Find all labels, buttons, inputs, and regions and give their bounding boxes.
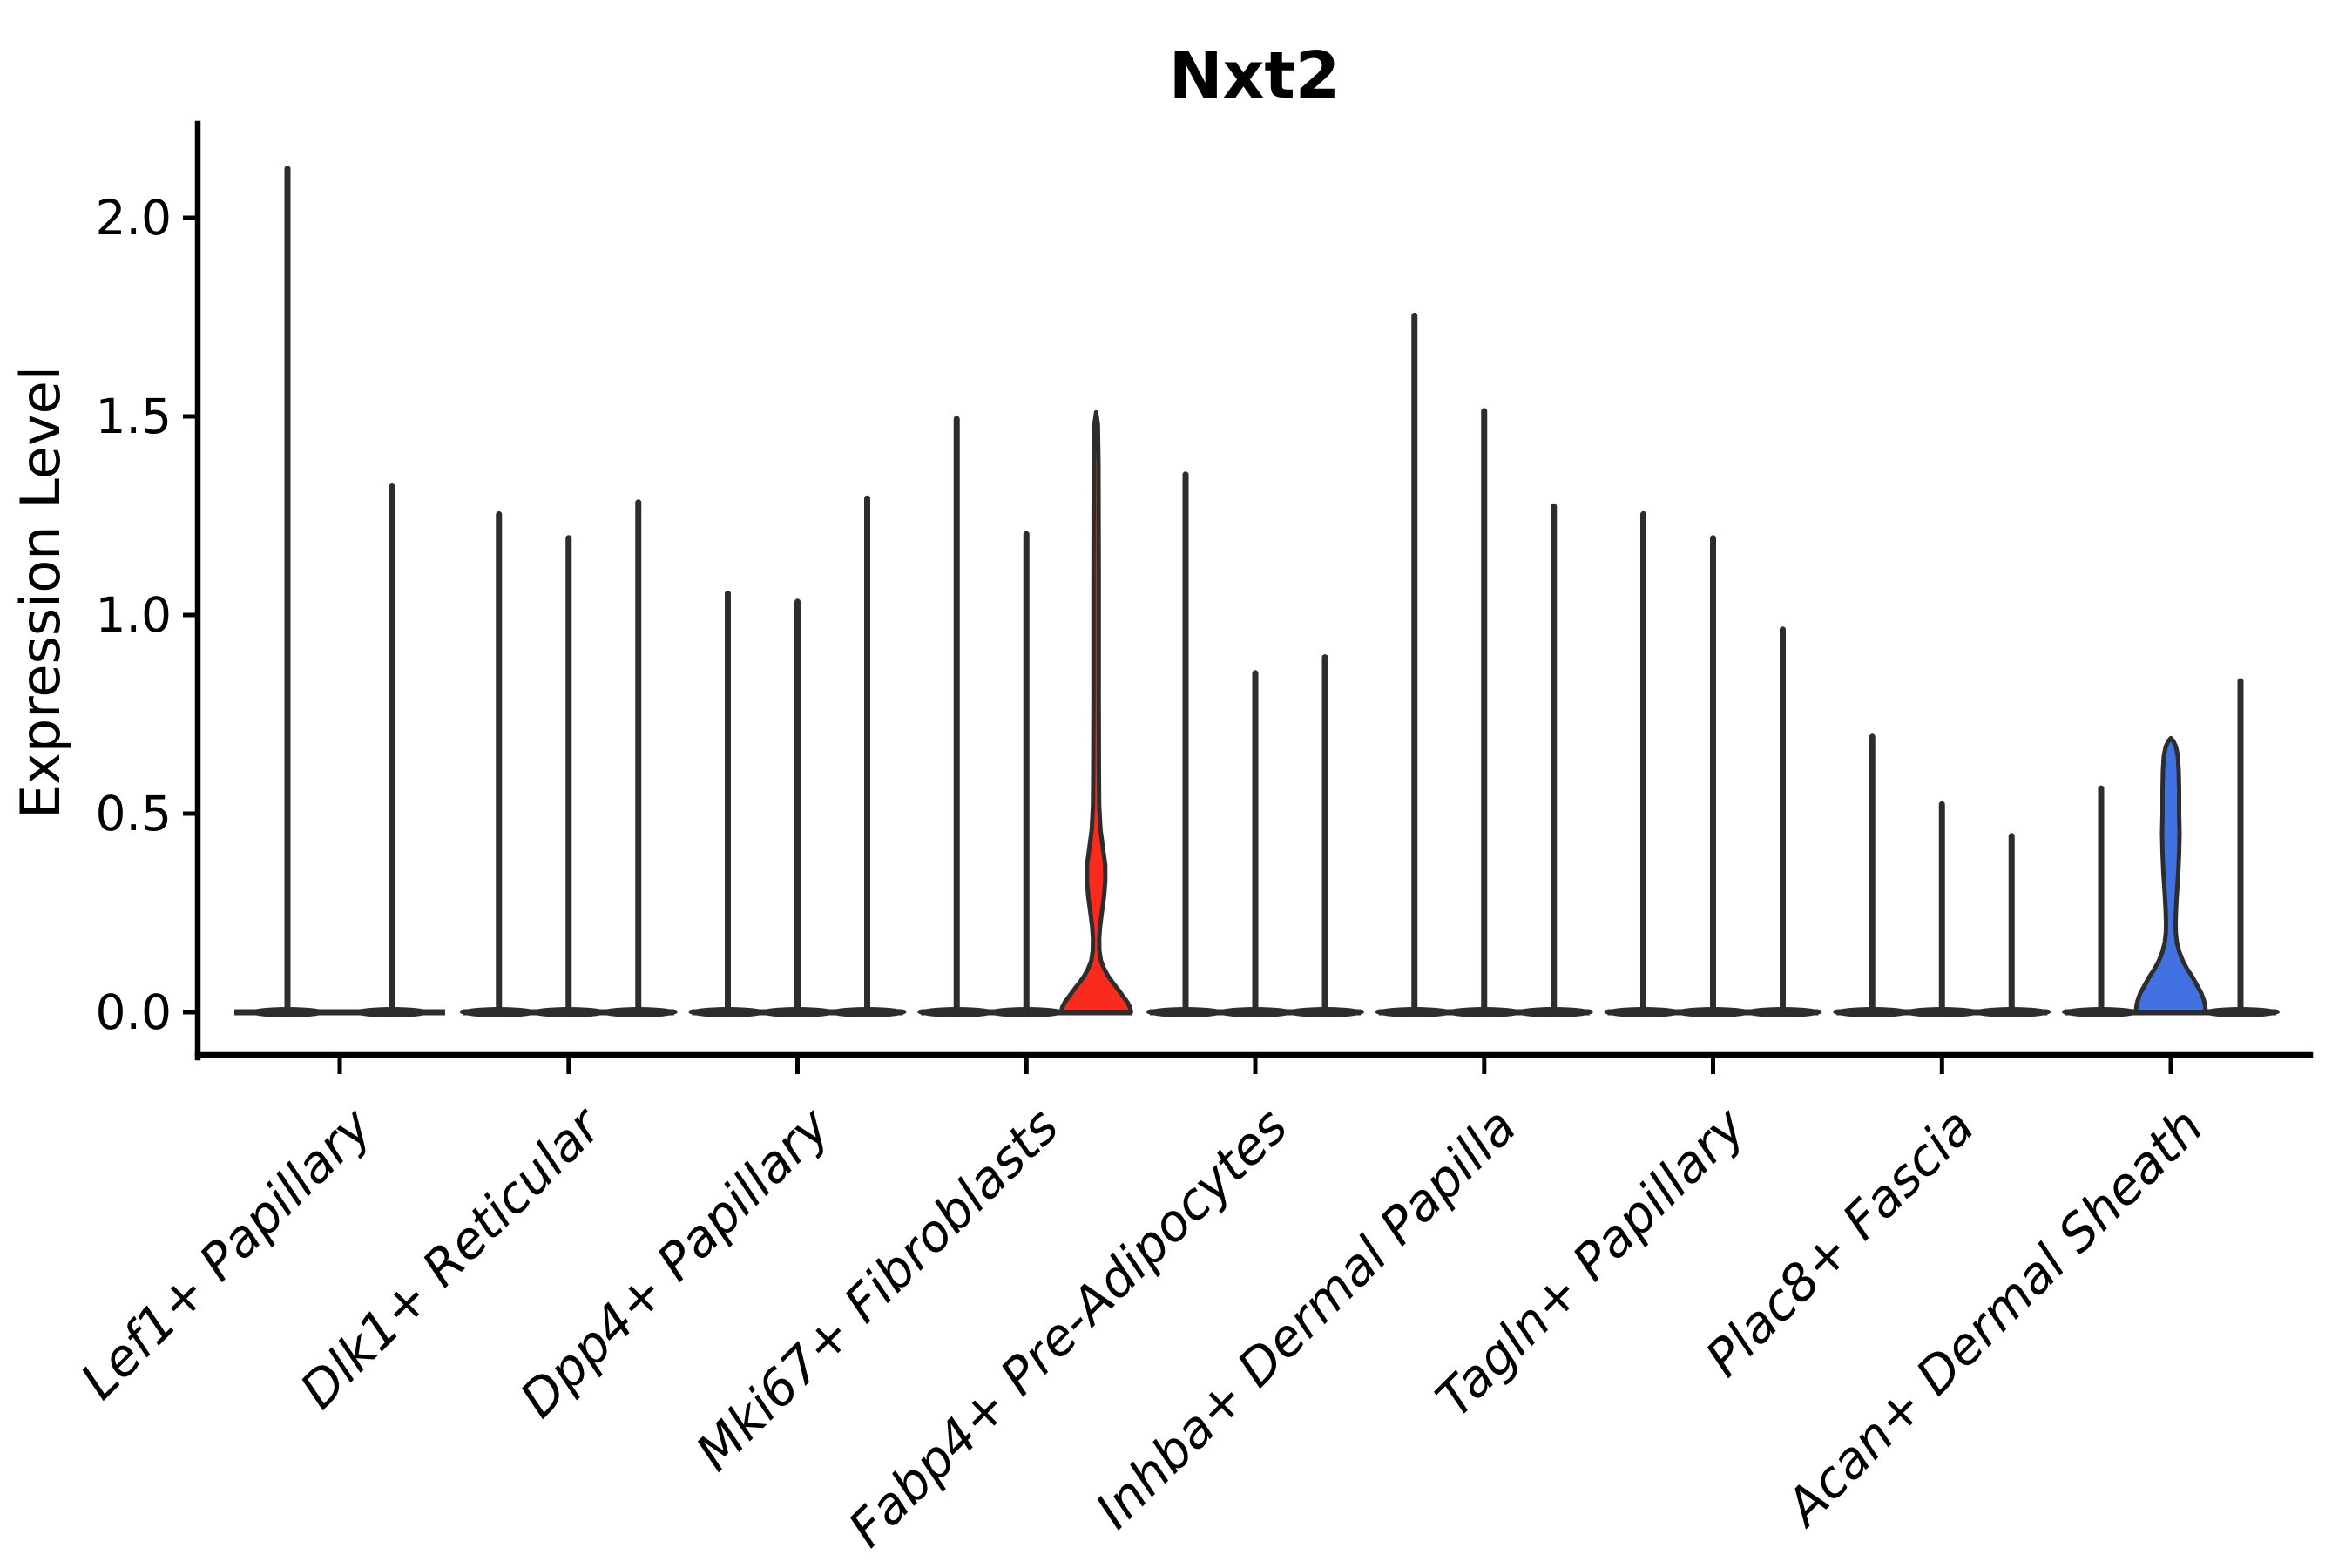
y-tick-label: 2.0 (96, 190, 172, 246)
x-tick-label: Acan+ Dermal Sheath (1772, 1097, 2214, 1539)
x-tick-label: Fabp4+ Pre-Adipocytes (837, 1097, 1299, 1558)
plot-title: Nxt2 (1169, 38, 1341, 113)
y-tick-label: 0.5 (96, 786, 172, 841)
x-tick-label: Inhba+ Dermal Papilla (1085, 1097, 1528, 1540)
y-tick-label: 1.5 (96, 389, 172, 444)
violin-filled-red (1058, 409, 1133, 1015)
y-axis-label: Expression Level (9, 366, 72, 819)
y-tick-group: 0.0 0.5 1.0 1.5 2.0 (96, 190, 198, 1040)
violin-filled-blue (2133, 735, 2208, 1015)
y-tick-label: 1.0 (96, 587, 172, 643)
y-tick-label: 0.0 (96, 984, 172, 1040)
violins-group (234, 166, 2280, 1017)
